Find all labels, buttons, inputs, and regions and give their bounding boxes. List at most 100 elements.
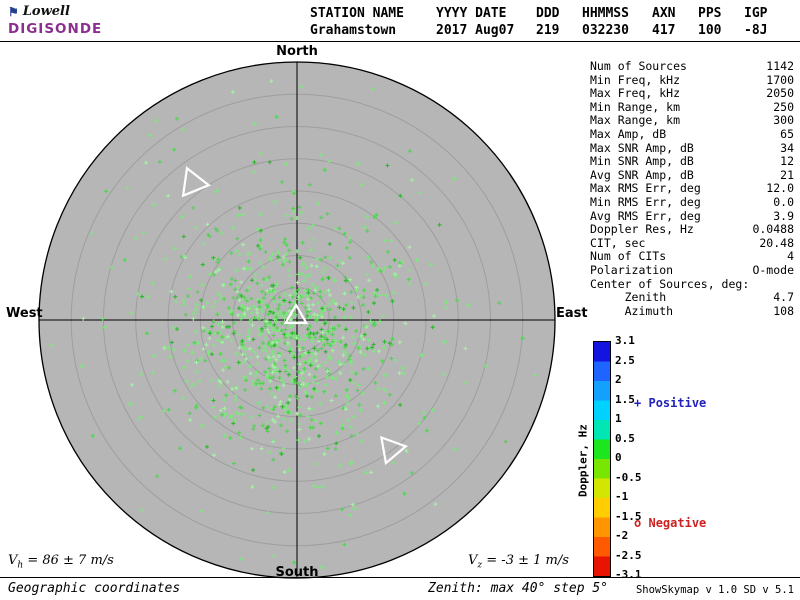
- header-field-value: 417: [652, 23, 676, 38]
- stat-label: Num of Sources: [590, 59, 687, 73]
- header-divider: [0, 41, 800, 42]
- colorbar-tick: -3.1: [615, 568, 642, 581]
- stat-value: 12.0: [766, 181, 794, 196]
- stat-label: Center of Sources, deg:: [590, 276, 750, 291]
- header-field: HHMMSS 032230: [582, 5, 644, 39]
- measurement-stats-panel: Num of Sources 1142 Min Freq, kHz 1700 Max F…: [590, 59, 794, 319]
- header-field-value: 2017 Aug07: [436, 23, 515, 38]
- stat-value: 12: [780, 154, 794, 169]
- stat-row: Polarization O-mode: [590, 262, 794, 278]
- stat-row: Max Amp, dB 65: [590, 126, 794, 142]
- header-field: STATION NAME Grahamstown: [310, 5, 428, 39]
- header-field-label: HHMMSS: [582, 6, 629, 21]
- header-fields: STATION NAME Grahamstown YYYY DATE 2017 Aug…: [310, 5, 786, 39]
- doppler-colorbar: [593, 341, 611, 577]
- stat-value: 1700: [766, 72, 794, 87]
- stat-value: 0.0488: [752, 222, 794, 237]
- stat-label: Max Amp, dB: [590, 126, 667, 141]
- colorbar-tick: 1.5: [615, 392, 635, 406]
- header-field-label: YYYY DATE: [436, 6, 507, 21]
- stat-label: Num of CITs: [590, 249, 667, 264]
- lowell-digisonde-logo: ⚑ Lowell DIGISONDE: [8, 4, 128, 37]
- stat-value: 300: [773, 113, 794, 128]
- stat-row: Max SNR Amp, dB 34: [590, 140, 794, 156]
- stat-label: Polarization: [590, 262, 674, 277]
- stat-row: Max Freq, kHz 2050: [590, 87, 794, 101]
- header-field-value: 100: [698, 23, 722, 38]
- doppler-source-points: [81, 79, 468, 507]
- stat-value: 250: [773, 99, 794, 114]
- legend-positive: + Positive: [634, 396, 706, 410]
- stat-row: Zenith 4.7: [590, 290, 794, 305]
- software-version-label: ShowSkymap v 1.0 SD v 5.1: [635, 584, 794, 596]
- stat-row: Min Freq, kHz 1700: [590, 72, 794, 88]
- doppler-source-points: [90, 114, 525, 565]
- stat-label: Doppler Res, Hz: [590, 222, 694, 237]
- header-field-value: 032230: [582, 23, 629, 38]
- header-field-label: DDD: [536, 6, 560, 21]
- stat-value: 65: [780, 126, 794, 141]
- header-field-label: AXN: [652, 6, 676, 21]
- colorbar-tick: 2: [615, 373, 622, 386]
- zenith-range-note: Zenith: max 40° step 5°: [428, 581, 609, 596]
- header-field-label: STATION NAME: [310, 6, 404, 21]
- stat-value: 0.0: [773, 194, 794, 209]
- stat-row: Max Range, km 300: [590, 114, 794, 128]
- stat-value: 21: [780, 167, 794, 182]
- stat-label: Zenith: [590, 290, 667, 305]
- stat-value: 108: [773, 303, 794, 318]
- doppler-source-points: [140, 160, 442, 473]
- footer-divider: [0, 577, 800, 578]
- logo-lowell-text: Lowell: [22, 4, 70, 19]
- stat-value: 34: [780, 140, 794, 155]
- stat-row: Doppler Res, Hz 0.0488: [590, 223, 794, 237]
- stat-row: Avg RMS Err, deg 3.9: [590, 208, 794, 224]
- plus-symbol-icon: +: [634, 396, 642, 410]
- legend-negative-label: Negative: [648, 516, 707, 530]
- header-field-value: Grahamstown: [310, 23, 397, 38]
- stat-row: Min RMS Err, deg 0.0: [590, 194, 794, 210]
- stat-label: CIT, sec: [590, 235, 646, 250]
- stat-row: Num of Sources 1142: [590, 59, 794, 74]
- colorbar-tick: -1: [615, 490, 629, 503]
- vertical-velocity-readout: Vz = -3 ± 1 m/s: [468, 553, 569, 571]
- header-field-label: IGP: [744, 6, 768, 21]
- stat-value: 3.9: [773, 208, 794, 223]
- colorbar-tick: -1.5: [615, 509, 642, 523]
- stat-row: Min Range, km 250: [590, 99, 794, 115]
- logo-digisonde-text: DIGISONDE: [8, 21, 103, 37]
- colorbar-tick: -2.5: [615, 548, 642, 562]
- logo-top-row: ⚑ Lowell: [8, 4, 128, 19]
- colorbar-tick: -0.5: [615, 470, 642, 484]
- circle-symbol-icon: o: [634, 516, 642, 530]
- colorbar-tick: 3.1: [615, 334, 635, 347]
- header-field-value: 219: [536, 23, 560, 38]
- header-field-label: PPS: [698, 6, 722, 21]
- colorbar-tick: -2: [615, 529, 629, 542]
- source-cluster-triangle-marker: [379, 435, 408, 466]
- stat-row: Center of Sources, deg:: [590, 276, 794, 292]
- stat-label: Min RMS Err, deg: [590, 194, 701, 209]
- stat-value: 2050: [766, 86, 794, 101]
- legend-positive-label: Positive: [648, 396, 707, 410]
- header-field: AXN 417: [652, 5, 690, 39]
- colorbar-tick: 0.5: [615, 431, 635, 445]
- header-field: PPS 100: [698, 5, 736, 39]
- stat-row: Azimuth 108: [590, 303, 794, 319]
- colorbar-tick: 2.5: [615, 353, 635, 367]
- stat-row: Min SNR Amp, dB 12: [590, 155, 794, 169]
- stat-row: Avg SNR Amp, dB 21: [590, 167, 794, 183]
- coordinate-system-label: Geographic coordinates: [8, 581, 181, 596]
- stat-label: Min Range, km: [590, 99, 681, 114]
- source-cluster-triangle-marker: [283, 302, 309, 325]
- colorbar-tick: 1: [615, 412, 622, 425]
- stat-label: Max RMS Err, deg: [590, 181, 701, 196]
- stat-row: Max RMS Err, deg 12.0: [590, 182, 794, 196]
- stat-row: CIT, sec 20.48: [590, 235, 794, 251]
- stat-label: Max Range, km: [590, 113, 681, 128]
- direction-label-west: West: [6, 306, 43, 321]
- stat-label: Max Freq, kHz: [590, 86, 681, 101]
- stat-value: 4: [787, 249, 794, 264]
- flag-icon: ⚑: [8, 4, 19, 19]
- stat-label: Min Freq, kHz: [590, 72, 681, 87]
